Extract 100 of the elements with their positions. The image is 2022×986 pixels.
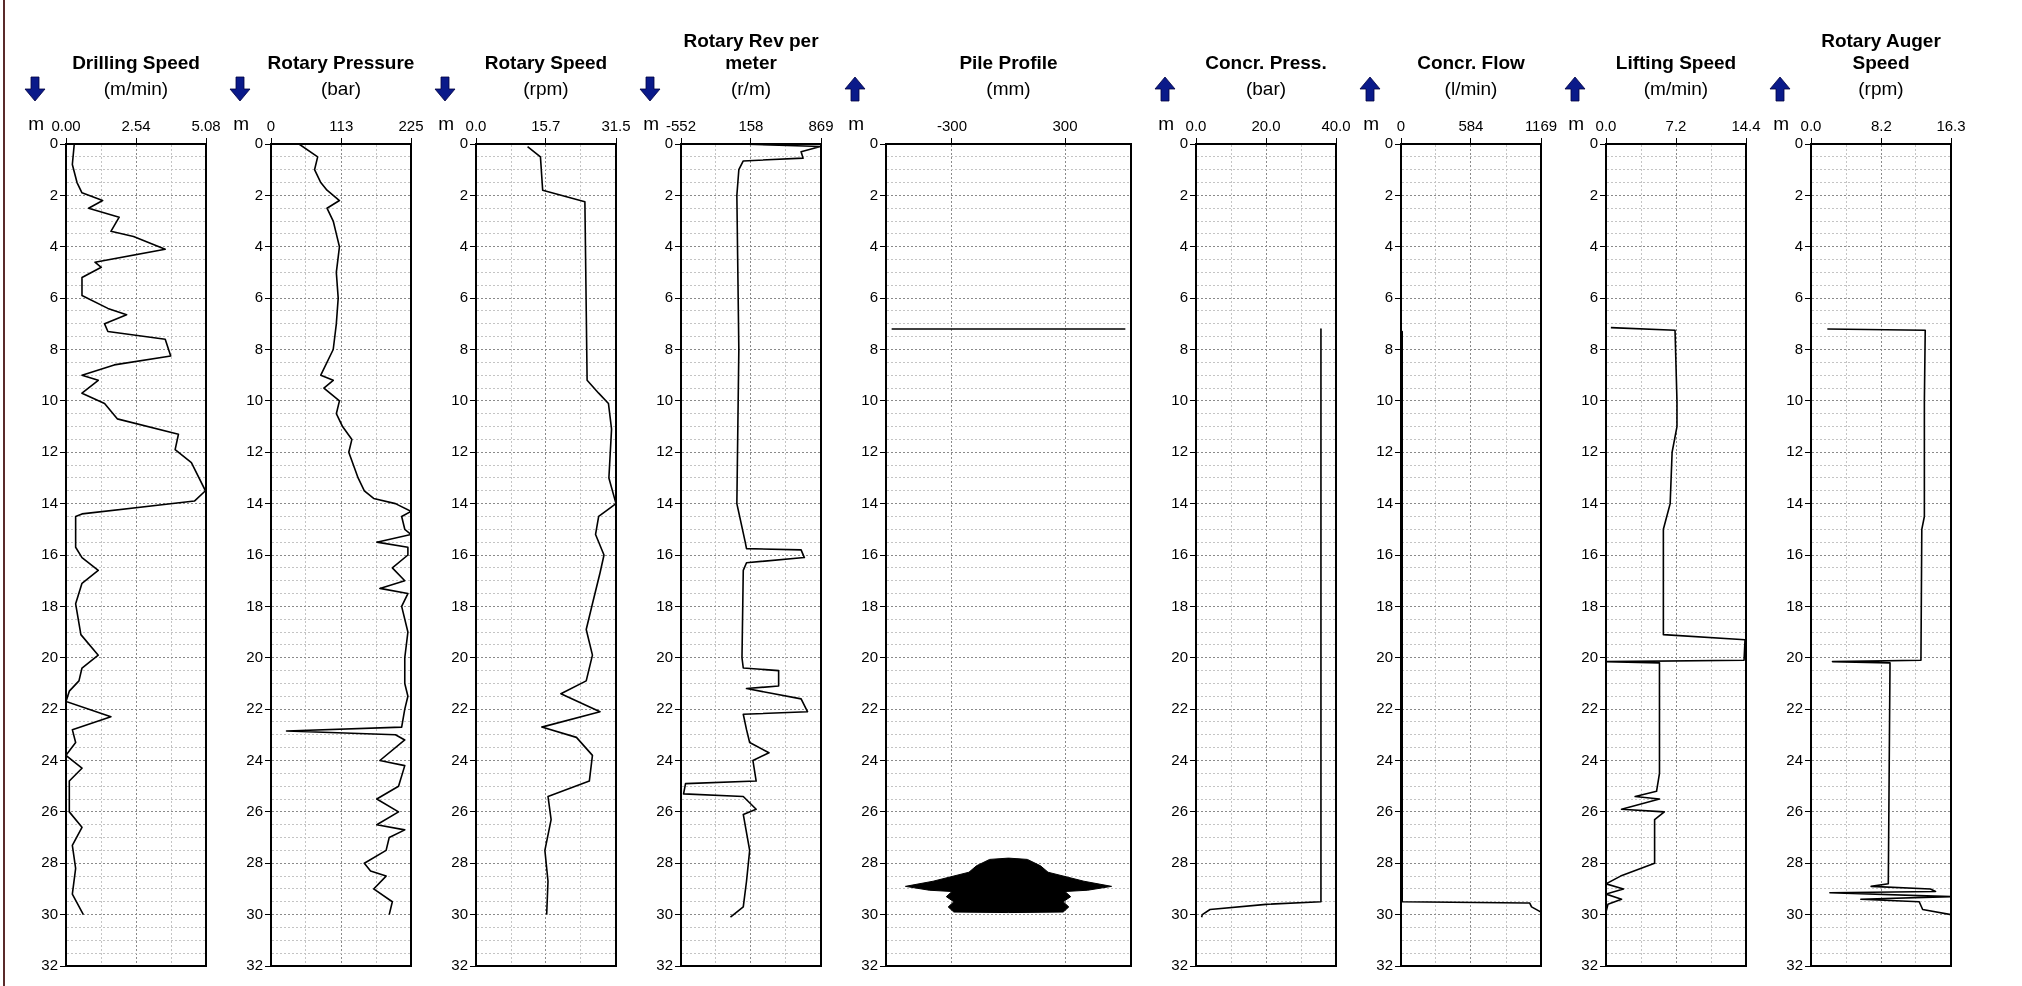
y-tick-label: 22	[1376, 699, 1393, 717]
x-tick-label: 0.0	[1185, 117, 1207, 135]
y-tick-label: 18	[246, 596, 263, 614]
y-tick-label: 24	[246, 750, 263, 768]
y-tick-label: 8	[1589, 339, 1598, 357]
x-tick-label: 869	[808, 117, 834, 135]
y-tick-label: 26	[1171, 802, 1188, 820]
y-tick-label: 24	[861, 750, 878, 768]
y-tick-label: 28	[1581, 853, 1598, 871]
y-tick-label: 12	[1786, 442, 1803, 460]
x-axis-title: (m/min)	[1642, 77, 1710, 101]
y-axis-title: m	[438, 112, 454, 134]
chart-title: Rotary Auger Speed	[1820, 29, 1942, 74]
y-tick-label: 32	[246, 956, 263, 974]
y-tick-label: 20	[1581, 647, 1598, 665]
y-tick-label: 16	[1171, 545, 1188, 563]
y-tick-label: 12	[451, 442, 468, 460]
y-tick-label: 18	[1786, 596, 1803, 614]
y-tick-label: 4	[459, 236, 468, 254]
y-tick-label: 26	[861, 802, 878, 820]
y-tick-label: 22	[41, 699, 58, 717]
y-axis-title: m	[1158, 112, 1174, 134]
y-tick-label: 22	[861, 699, 878, 717]
y-tick-label: 24	[656, 750, 673, 768]
y-tick-label: 26	[451, 802, 468, 820]
y-tick-label: 24	[451, 750, 468, 768]
y-tick-label: 20	[41, 647, 58, 665]
y-axis-title: m	[848, 112, 864, 134]
y-tick-label: 18	[41, 596, 58, 614]
y-tick-label: 30	[41, 904, 58, 922]
y-tick-label: 20	[656, 647, 673, 665]
y-tick-label: 4	[1384, 236, 1393, 254]
x-axis-title: (bar)	[319, 77, 363, 101]
y-tick-label: 30	[451, 904, 468, 922]
y-tick-label: 32	[41, 956, 58, 974]
y-tick-label: 16	[1376, 545, 1393, 563]
y-tick-label: 32	[861, 956, 878, 974]
y-tick-label: 14	[1581, 493, 1598, 511]
x-axis-title: (rpm)	[522, 77, 570, 101]
y-tick-label: 0	[459, 134, 468, 152]
y-tick-label: 20	[1786, 647, 1803, 665]
y-tick-label: 26	[41, 802, 58, 820]
chart-title: Drilling Speed	[71, 51, 201, 74]
y-tick-label: 10	[1786, 391, 1803, 409]
x-tick-label: 40.0	[1321, 117, 1351, 135]
y-tick-label: 6	[1384, 288, 1393, 306]
y-tick-label: 6	[664, 288, 673, 306]
x-tick-label: 20.0	[1251, 117, 1281, 135]
y-tick-label: 0	[1794, 134, 1803, 152]
x-tick-label: 225	[398, 117, 424, 135]
y-tick-label: 14	[1786, 493, 1803, 511]
y-tick-label: 10	[1581, 391, 1598, 409]
y-tick-label: 4	[1589, 236, 1598, 254]
y-tick-label: 12	[246, 442, 263, 460]
y-tick-label: 2	[664, 185, 673, 203]
y-tick-label: 10	[1171, 391, 1188, 409]
x-tick-label: 8.2	[1871, 117, 1892, 135]
y-tick-label: 8	[1794, 339, 1803, 357]
chart-title: Concr. Flow	[1416, 51, 1526, 74]
y-tick-label: 8	[254, 339, 263, 357]
y-tick-label: 22	[246, 699, 263, 717]
y-tick-label: 20	[246, 647, 263, 665]
y-tick-label: 14	[656, 493, 673, 511]
y-tick-label: 16	[1786, 545, 1803, 563]
y-axis-title: m	[28, 112, 44, 134]
y-tick-label: 20	[1376, 647, 1393, 665]
y-tick-label: 26	[246, 802, 263, 820]
x-tick-label: 0	[1396, 117, 1406, 135]
y-tick-label: 4	[49, 236, 58, 254]
x-axis-title: (m/min)	[102, 77, 170, 101]
x-tick-label: 2.54	[121, 117, 151, 135]
x-tick-label: 113	[329, 117, 354, 135]
y-tick-label: 10	[1376, 391, 1393, 409]
x-tick-label: 0	[266, 117, 276, 135]
y-tick-label: 2	[1794, 185, 1803, 203]
chart-title: Concr. Press.	[1204, 51, 1328, 74]
chart-title: Rotary Pressure	[266, 51, 416, 74]
y-tick-label: 2	[459, 185, 468, 203]
y-tick-label: 2	[1179, 185, 1188, 203]
y-axis-title: m	[1568, 112, 1584, 134]
y-tick-label: 26	[1376, 802, 1393, 820]
x-axis-title: (rpm)	[1857, 77, 1905, 101]
x-tick-label: 0.0	[1595, 117, 1617, 135]
y-tick-label: 8	[459, 339, 468, 357]
y-tick-label: 28	[246, 853, 263, 871]
y-tick-label: 10	[656, 391, 673, 409]
y-tick-label: 26	[1786, 802, 1803, 820]
y-tick-label: 0	[1384, 134, 1393, 152]
x-tick-label: 158	[738, 117, 764, 135]
y-axis-title: m	[1773, 112, 1789, 134]
y-tick-label: 28	[656, 853, 673, 871]
y-tick-label: 30	[1581, 904, 1598, 922]
y-tick-label: 20	[861, 647, 878, 665]
y-tick-label: 24	[1171, 750, 1188, 768]
y-tick-label: 12	[1171, 442, 1188, 460]
y-tick-label: 30	[246, 904, 263, 922]
y-tick-label: 12	[1376, 442, 1393, 460]
y-tick-label: 0	[1179, 134, 1188, 152]
y-tick-label: 32	[451, 956, 468, 974]
y-tick-label: 32	[656, 956, 673, 974]
